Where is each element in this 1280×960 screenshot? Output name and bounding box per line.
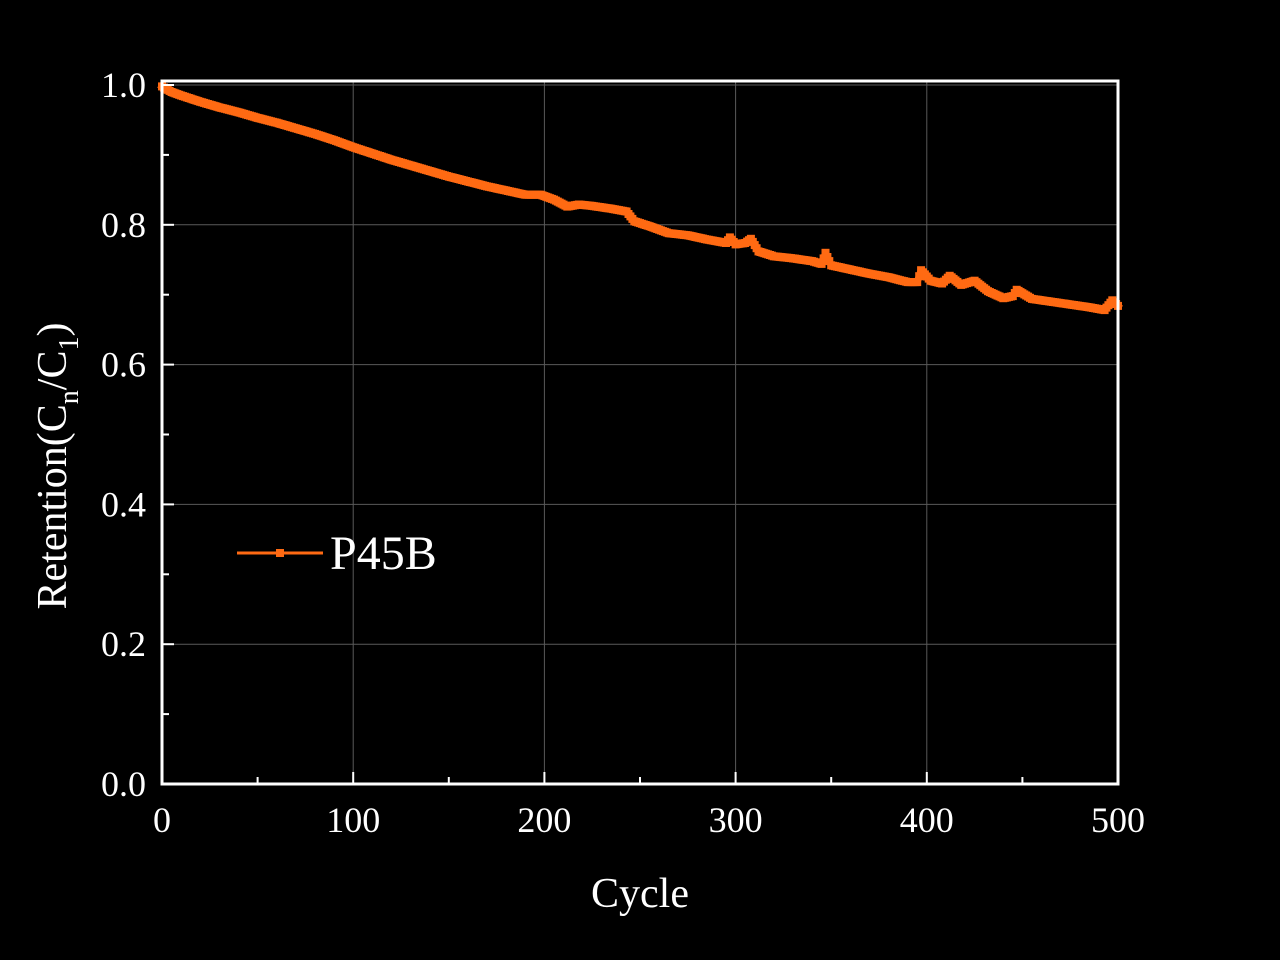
x-tick-label: 100: [326, 800, 380, 840]
plot-frame: [160, 79, 1120, 786]
y-axis-title-main: Retention(C: [30, 404, 76, 609]
axis-ticks: 0 100 200 300 400 500 0.0 0.2 0.4 0.6 0.8 1.0: [101, 65, 1145, 840]
y-tick-label: 0.4: [101, 484, 146, 524]
series-P45B: [157, 81, 1123, 315]
y-axis-title-slash: /C: [30, 351, 76, 391]
series-layer: [157, 81, 1123, 315]
y-axis-title-close: ): [30, 323, 76, 337]
data-point: [913, 278, 922, 287]
legend: P45B: [237, 527, 437, 580]
y-tick-label: 0.6: [101, 345, 146, 385]
y-tick-label: 0.0: [101, 764, 146, 804]
y-tick-label: 0.8: [101, 205, 146, 245]
x-tick-label: 200: [517, 800, 571, 840]
y-tick-label: 1.0: [101, 65, 146, 105]
y-axis-title: Retention(Cn/C1): [30, 323, 85, 610]
x-tick-label: 400: [900, 800, 954, 840]
data-point: [823, 253, 832, 261]
series-line: [157, 81, 1123, 314]
x-tick-label: 0: [153, 800, 171, 840]
x-axis-title: Cycle: [591, 871, 689, 917]
grid-lines: [162, 81, 1118, 784]
x-tick-label: 500: [1091, 800, 1145, 840]
y-axis-title-sub-1: 1: [54, 337, 85, 351]
y-axis-title-sub-n: n: [54, 390, 85, 404]
legend-marker-swatch: [276, 549, 284, 557]
data-point: [825, 257, 834, 266]
data-point: [817, 259, 826, 268]
data-point: [821, 248, 830, 257]
legend-label: P45B: [330, 527, 437, 580]
x-tick-label: 300: [709, 800, 763, 840]
y-tick-label: 0.2: [101, 624, 146, 664]
